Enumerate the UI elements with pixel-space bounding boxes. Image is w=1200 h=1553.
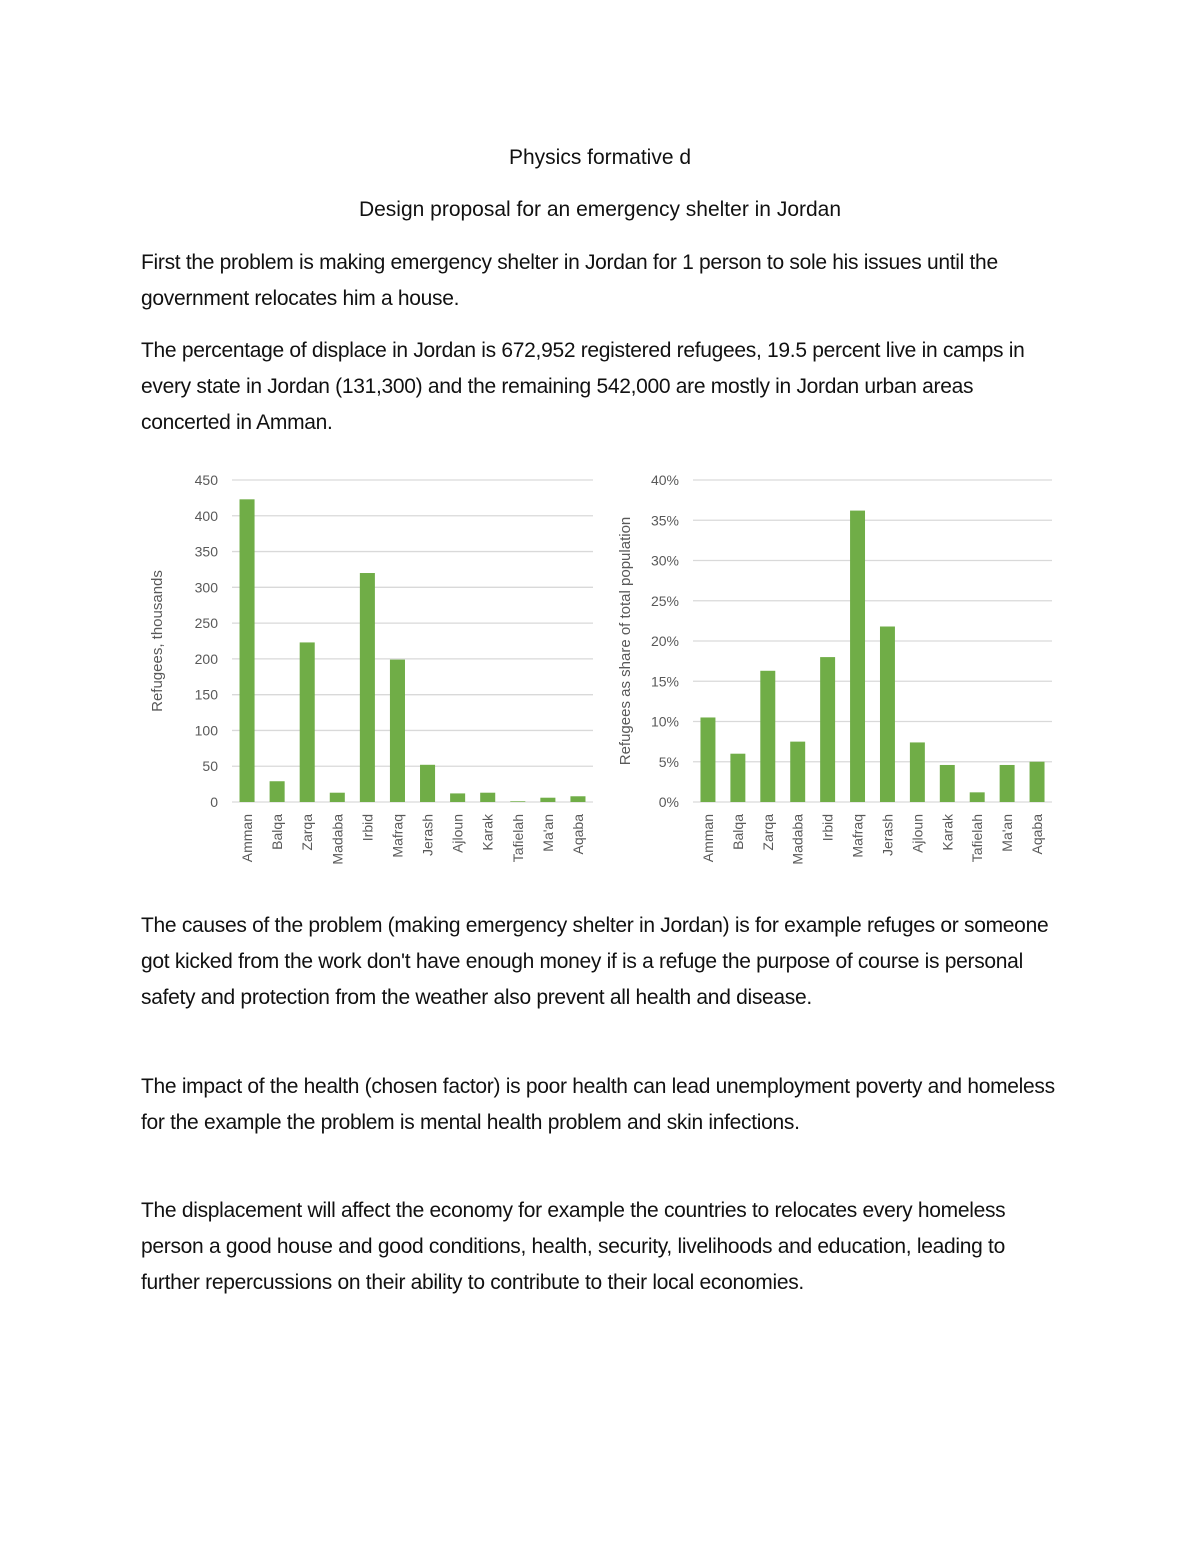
- x-tick-label: Mafraq: [389, 814, 405, 858]
- y-tick-label: 10%: [651, 714, 679, 730]
- bar-maan: [999, 764, 1015, 802]
- bar-madaba: [329, 792, 345, 802]
- bar-ajloun: [450, 793, 466, 802]
- refugees-share-chart: 0% 5% 10% 15% 20% 25% 30% 35% 40% Amman Balqa Zarqa…: [617, 472, 1052, 865]
- paragraph-problem: First the problem is making emergency sh…: [141, 251, 998, 310]
- y-tick-label: 400: [195, 508, 219, 524]
- bar-madaba: [790, 741, 806, 802]
- bar-amman: [239, 499, 255, 802]
- y-tick-label: 0: [210, 794, 218, 810]
- x-tick-label: Karak: [480, 813, 496, 851]
- y-tick-label: 350: [195, 544, 219, 560]
- bar-irbid: [359, 573, 375, 802]
- x-tick-label: Madaba: [790, 814, 806, 865]
- bar-balqa: [730, 753, 746, 802]
- y-tick-label: 450: [195, 472, 219, 488]
- bar-aqaba: [1029, 761, 1045, 802]
- bar-zarqa: [760, 670, 776, 802]
- bar-maan: [540, 797, 556, 802]
- y-tick-label: 200: [195, 651, 219, 667]
- paragraph-causes: The causes of the problem (making emerge…: [141, 914, 1049, 1009]
- x-tick-label: Jerash: [879, 814, 895, 856]
- bar-mafraq: [850, 510, 866, 802]
- bar-aqaba: [570, 796, 586, 802]
- x-tick-label: Aqaba: [1029, 814, 1045, 855]
- refugees-thousands-chart: 0 50 100 150 200 250 300 350 400 450 Amman Balqa Zar…: [149, 472, 593, 865]
- document-subtitle: Design proposal for an emergency shelter…: [358, 198, 842, 221]
- y-tick-label: 15%: [651, 673, 679, 689]
- x-tick-label: Aqaba: [570, 814, 586, 855]
- x-tick-label: Balqa: [730, 814, 746, 850]
- bar-jerash: [879, 626, 895, 802]
- x-tick-label: Madaba: [329, 814, 345, 865]
- x-tick-label: Amman: [239, 814, 255, 862]
- x-tick-label: Irbid: [359, 814, 375, 841]
- bar-tafielah: [510, 801, 526, 802]
- bar-zarqa: [299, 642, 315, 802]
- x-tick-label: Zarqa: [760, 814, 776, 851]
- bar-karak: [939, 764, 955, 802]
- y-tick-label: 20%: [651, 633, 679, 649]
- x-tick-label: Jerash: [420, 814, 436, 856]
- y-tick-label: 50: [202, 758, 218, 774]
- y-tick-label: 25%: [651, 593, 679, 609]
- bar-irbid: [820, 657, 836, 802]
- x-tick-label: Ajloun: [909, 814, 925, 853]
- x-tick-label: Ma'an: [999, 814, 1015, 852]
- bar-balqa: [269, 781, 285, 802]
- y-tick-label: 300: [195, 579, 219, 595]
- y-tick-label: 100: [195, 722, 219, 738]
- paragraph-statistics: The percentage of displace in Jordan is …: [141, 339, 1025, 434]
- x-tick-label: Amman: [700, 814, 716, 862]
- x-tick-label: Balqa: [269, 814, 285, 850]
- paragraph-economy: The displacement will affect the economy…: [141, 1199, 1006, 1294]
- y-tick-label: 150: [195, 687, 219, 703]
- x-tick-label: Ma'an: [540, 814, 556, 852]
- bar-amman: [700, 717, 716, 802]
- bar-karak: [480, 792, 496, 802]
- bar-ajloun: [909, 742, 925, 802]
- x-tick-label: Tafielah: [510, 814, 526, 862]
- paragraph-impact: The impact of the health (chosen factor)…: [141, 1075, 1055, 1134]
- document-title: Physics formative d: [508, 146, 692, 169]
- y-axis-label: Refugees, thousands: [149, 570, 166, 712]
- x-tick-label: Zarqa: [299, 814, 315, 851]
- bar-tafielah: [969, 792, 985, 802]
- x-tick-label: Irbid: [820, 814, 836, 841]
- y-tick-label: 30%: [651, 553, 679, 569]
- y-tick-label: 35%: [651, 512, 679, 528]
- x-tick-label: Karak: [939, 813, 955, 851]
- y-axis-label: Refugees as share of total population: [617, 517, 634, 766]
- bar-jerash: [420, 764, 436, 802]
- x-tick-label: Mafraq: [850, 814, 866, 858]
- y-tick-label: 5%: [659, 754, 679, 770]
- bar-mafraq: [389, 659, 405, 802]
- x-tick-label: Ajloun: [450, 814, 466, 853]
- x-tick-label: Tafielah: [969, 814, 985, 862]
- y-tick-label: 250: [195, 615, 219, 631]
- y-tick-label: 40%: [651, 472, 679, 488]
- y-tick-label: 0%: [659, 794, 679, 810]
